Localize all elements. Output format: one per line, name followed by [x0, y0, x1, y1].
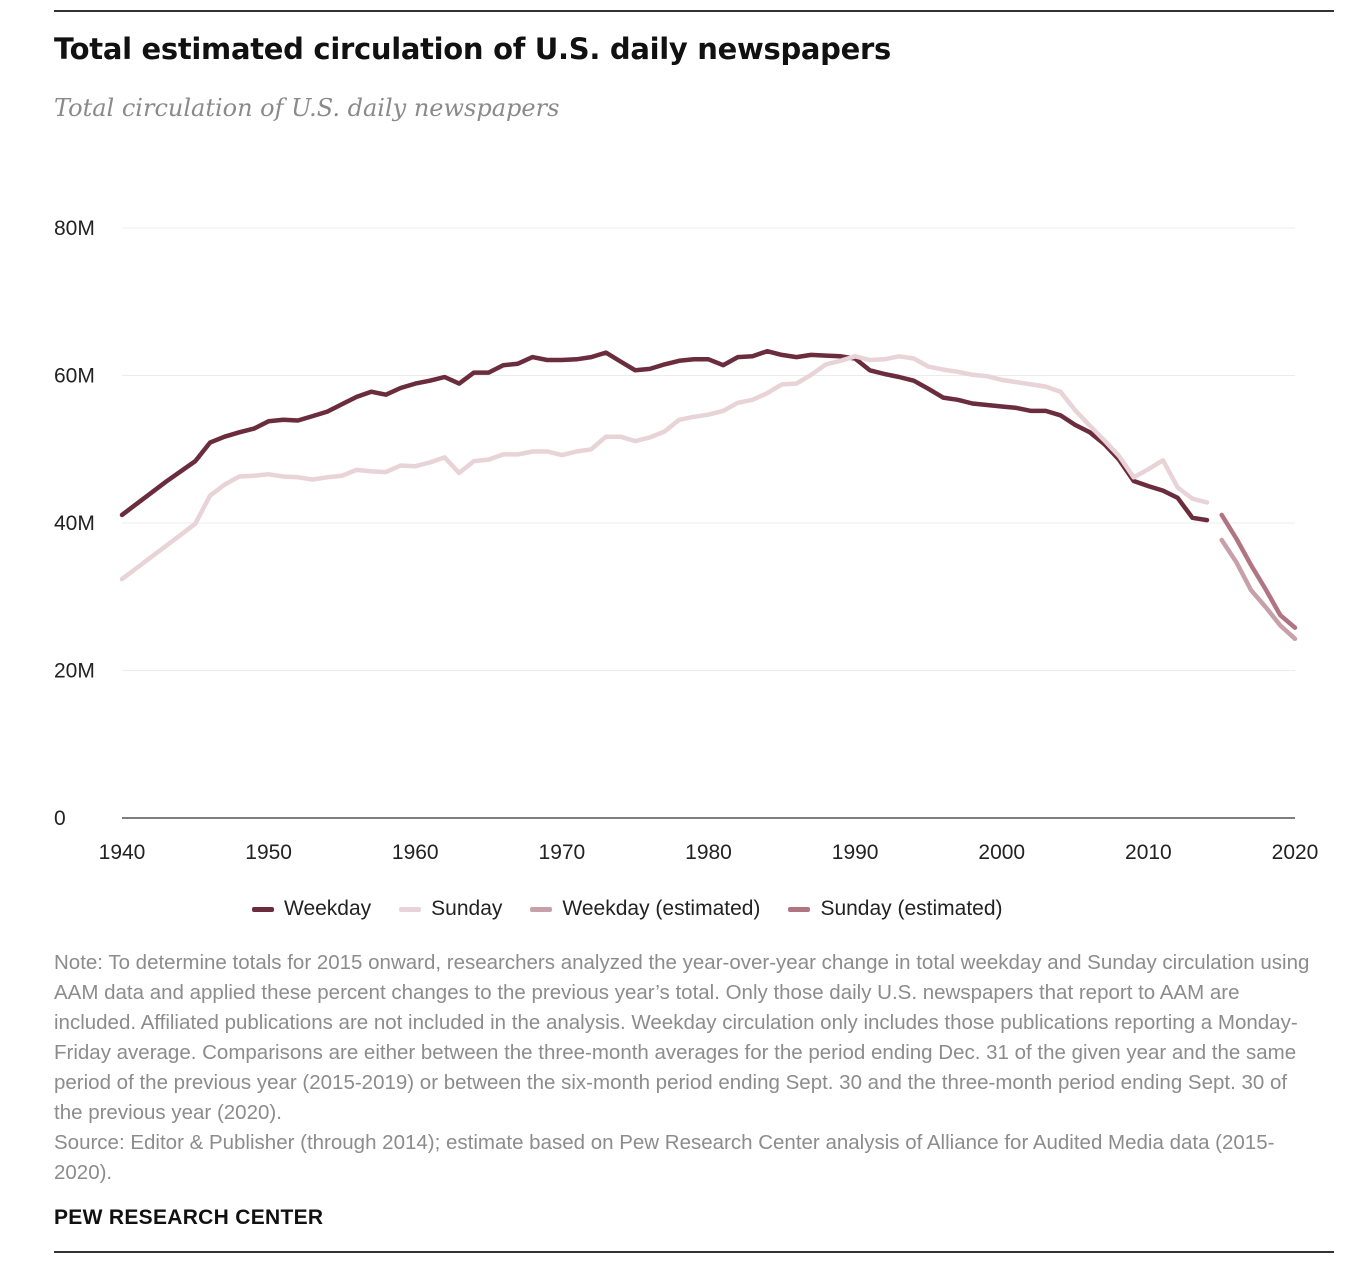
series-line-weekday-estimated [1219, 537, 1298, 642]
line-chart: 0 20M 40M 60M 80M 1940 1950 1960 1970 1980 1990 200… [54, 217, 1319, 864]
x-tick-label: 1990 [832, 841, 879, 864]
top-rule [54, 10, 1334, 12]
legend-swatch-weekday-estimated [530, 906, 553, 912]
x-tick-label: 2010 [1125, 841, 1172, 864]
series-line-sunday [119, 354, 1210, 582]
y-tick-label: 80M [54, 217, 95, 240]
chart-legend: Weekday Sunday Weekday (estimated) Sunda… [252, 897, 1031, 921]
legend-swatch-sunday [399, 906, 422, 912]
chart-title: Total estimated circulation of U.S. dail… [54, 32, 891, 66]
y-tick-label: 20M [54, 660, 95, 683]
brand-logo-text: PEW RESEARCH CENTER [54, 1206, 324, 1229]
y-tick-label: 0 [54, 807, 66, 830]
x-tick-label: 1950 [245, 841, 292, 864]
legend-label-weekday-estimated: Weekday (estimated) [562, 897, 761, 920]
x-tick-label: 2020 [1272, 841, 1319, 864]
x-tick-label: 1970 [539, 841, 586, 864]
chart-subtitle: Total circulation of U.S. daily newspape… [54, 94, 560, 122]
legend-item-sunday-estimated: Sunday (estimated) [788, 897, 1003, 921]
legend-label-weekday: Weekday [284, 897, 372, 920]
legend-swatch-sunday-estimated [788, 906, 811, 912]
y-tick-label: 40M [54, 512, 95, 535]
legend-item-sunday: Sunday [399, 897, 502, 921]
legend-item-weekday: Weekday [252, 897, 371, 921]
series-line-sunday-estimated [1219, 512, 1298, 630]
x-tick-label: 2000 [978, 841, 1025, 864]
legend-label-sunday-estimated: Sunday (estimated) [820, 897, 1003, 920]
series-line-weekday [119, 348, 1210, 523]
x-tick-label: 1960 [392, 841, 439, 864]
bottom-rule [54, 1251, 1334, 1253]
legend-item-weekday-estimated: Weekday (estimated) [530, 897, 760, 921]
legend-label-sunday: Sunday [431, 897, 503, 920]
y-tick-label: 60M [54, 365, 95, 388]
x-tick-label: 1940 [99, 841, 146, 864]
note-text: Note: To determine totals for 2015 onwar… [54, 951, 1310, 1124]
chart-notes: Note: To determine totals for 2015 onwar… [54, 948, 1319, 1188]
legend-swatch-weekday [252, 906, 274, 912]
x-tick-label: 1980 [685, 841, 732, 864]
source-text: Source: Editor & Publisher (through 2014… [54, 1131, 1275, 1184]
